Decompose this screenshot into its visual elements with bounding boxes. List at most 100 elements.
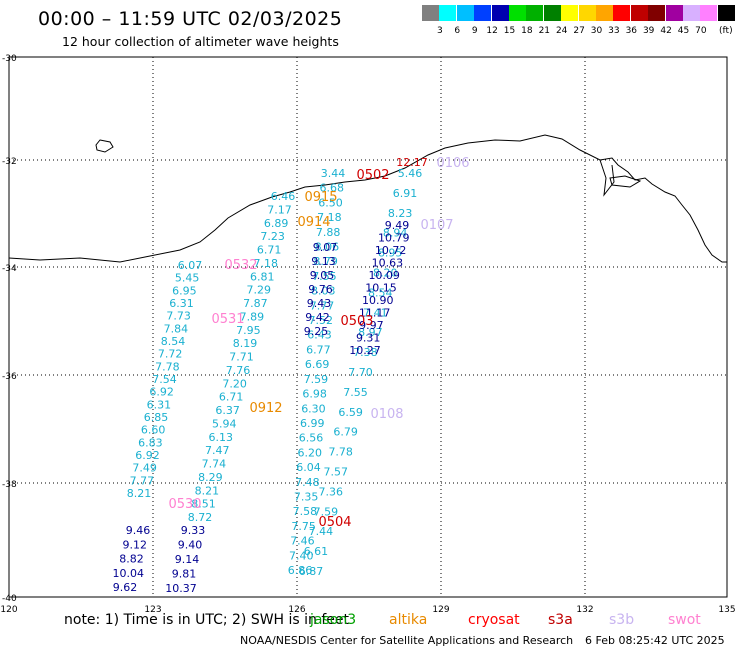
swh-value-label: 8.23 (388, 207, 413, 220)
swh-value-label: 6.79 (333, 426, 358, 439)
swh-value-label: 10.15 (365, 282, 397, 295)
pass-time-label: 0503 (340, 314, 373, 329)
legend-swatch (683, 5, 700, 21)
swh-value-label: 8.51 (191, 498, 216, 511)
swh-value-label: 6.69 (305, 358, 330, 371)
swh-value-label: 10.72 (375, 244, 407, 257)
swh-value-label: 7.75 (291, 520, 316, 533)
swh-value-label: 9.13 (311, 255, 336, 268)
legend-swatch (456, 5, 474, 21)
swh-value-label: 6.86 (288, 564, 313, 577)
pass-time-label: 0914 (297, 215, 330, 230)
swh-value-label: 6.31 (169, 297, 194, 310)
pass-time-label: 0502 (356, 168, 389, 183)
legend-label: 27 (573, 26, 585, 36)
pass-time-label: 0504 (318, 515, 351, 530)
lon-tick-label: 132 (576, 605, 593, 615)
legend-swatch (526, 5, 544, 21)
swh-value-label: 5.45 (175, 272, 200, 285)
swh-value-label: 7.88 (316, 226, 341, 239)
legend-label: 9 (471, 26, 478, 36)
swh-value-label: 6.04 (296, 461, 321, 474)
swh-value-label: 6.07 (178, 259, 203, 272)
swh-value-label: 7.78 (155, 360, 180, 373)
swh-value-label: 6.71 (257, 244, 282, 257)
swh-value-label: 7.29 (247, 284, 272, 297)
swh-value-label: 8.21 (195, 484, 220, 497)
swh-value-label: 7.58 (293, 505, 318, 518)
lon-tick-label: 129 (432, 605, 449, 615)
swh-value-label: 7.72 (158, 348, 183, 361)
swh-value-label: 10.79 (378, 232, 410, 245)
swh-value-label: 7.18 (317, 211, 342, 224)
legend-swatch (648, 5, 666, 21)
swh-value-label: 7.87 (243, 297, 268, 310)
coastline-south (8, 134, 727, 263)
legend-label: 15 (503, 26, 516, 36)
swh-value-label: 6.89 (264, 217, 289, 230)
generated-timestamp: 6 Feb 08:25:42 UTC 2025 (585, 634, 725, 647)
legend-label: 42 (660, 26, 672, 36)
swh-value-label: 6.98 (302, 388, 327, 401)
lon-tick-label: 135 (718, 605, 735, 615)
swh-value-label: 7.78 (328, 446, 353, 459)
swh-value-label: 7.52 (309, 314, 334, 327)
swh-value-label: 12.17 (396, 156, 428, 169)
swh-value-label: 6.95 (172, 284, 197, 297)
swh-value-label: 7.76 (226, 364, 251, 377)
lat-tick-label: -30 (2, 54, 17, 64)
legend-label: 70 (695, 26, 707, 36)
lon-tick-label: 120 (0, 605, 17, 615)
swh-value-label: 8.19 (233, 337, 258, 350)
swh-value-label: 9.25 (304, 325, 329, 338)
swh-value-label: 9.40 (178, 539, 203, 552)
legend-swatch (509, 5, 526, 21)
pass-time-label: 0912 (249, 401, 282, 416)
lat-tick-label: -32 (2, 157, 17, 167)
legend-swatch (491, 5, 509, 21)
satellite-legend-item: jason3 (310, 612, 357, 628)
credit-line: NOAA/NESDIS Center for Satellite Applica… (240, 634, 574, 647)
swh-value-label: 7.73 (166, 310, 191, 323)
legend-label: 24 (555, 26, 568, 36)
swh-value-label: 10.04 (113, 567, 145, 580)
island-west (95, 139, 114, 153)
swh-value-label: 9.49 (385, 219, 410, 232)
lat-tick-label: -38 (2, 480, 17, 490)
swh-value-label: 10.27 (349, 344, 381, 357)
swh-value-label: 9.42 (305, 311, 330, 324)
altimeter-tracks: 6.075.456.956.317.737.848.547.727.787.54… (113, 156, 470, 595)
swh-value-label: 8.72 (188, 511, 213, 524)
swh-value-label: 9.97 (359, 319, 384, 332)
swh-value-label: 3.44 (321, 167, 346, 180)
swh-value-label: 7.44 (309, 525, 334, 538)
swh-value-label: 6.20 (298, 446, 323, 459)
swh-value-label: 7.70 (348, 366, 373, 379)
swh-value-label: 10.09 (368, 269, 400, 282)
swh-value-label: 7.77 (310, 299, 335, 312)
swh-value-label: 8.20 (373, 267, 398, 280)
legend-swatch (700, 5, 718, 21)
legend-swatch (578, 5, 596, 21)
swh-value-label: 9.81 (172, 568, 197, 581)
swh-value-label: 7.35 (294, 490, 319, 503)
lat-tick-label: -36 (2, 372, 17, 382)
swh-value-label: 10.63 (372, 257, 404, 270)
swh-value-label: 6.83 (138, 436, 163, 449)
swh-value-label: 11.17 (359, 307, 391, 320)
legend-swatch (665, 5, 683, 21)
swh-value-label: 6.46 (271, 190, 296, 203)
legend-label: 33 (608, 26, 620, 36)
swh-value-label: 6.99 (300, 417, 325, 430)
legend-swatch (561, 5, 579, 21)
legend-label: 3 (437, 26, 443, 36)
legend-label: 45 (677, 26, 690, 36)
satellite-legend-item: s3b (609, 612, 635, 628)
swh-value-label: 7.41 (363, 306, 388, 319)
swh-value-label: 7.57 (324, 466, 349, 479)
swh-value-label: 9.31 (356, 332, 381, 345)
swh-value-label: 6.60 (141, 424, 166, 437)
legend-label: 36 (625, 26, 638, 36)
legend-swatch (596, 5, 613, 21)
